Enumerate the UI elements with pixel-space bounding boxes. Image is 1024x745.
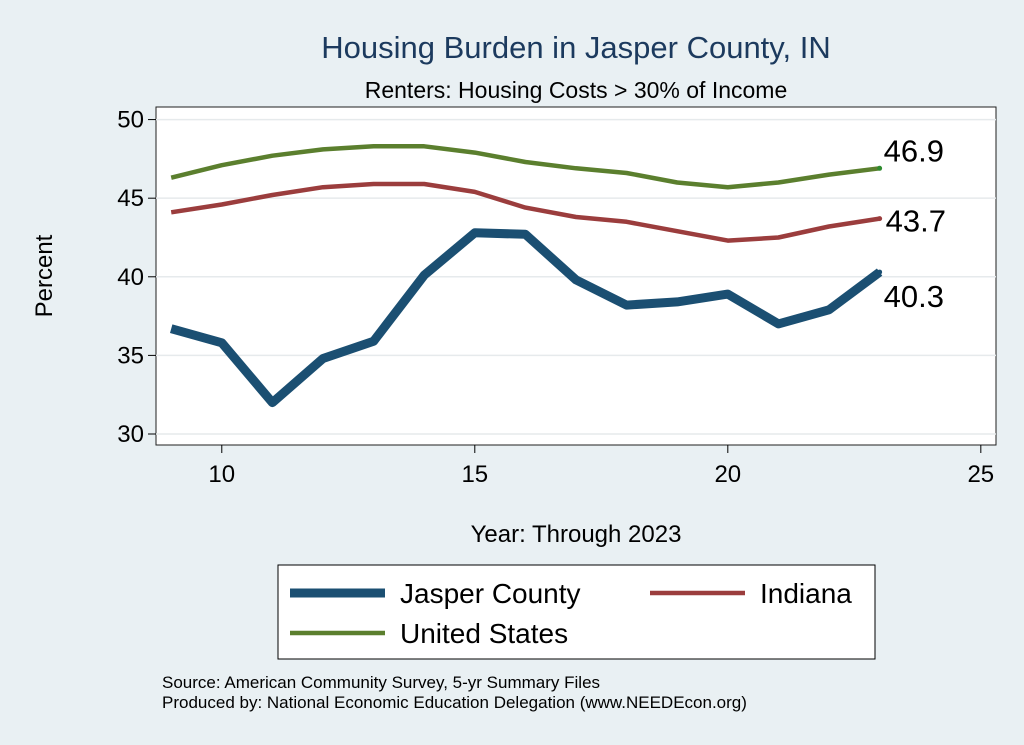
legend-label-jasper-county: Jasper County (400, 578, 581, 609)
end-point-indiana (877, 216, 883, 222)
x-tick-label-15: 15 (461, 461, 488, 488)
chart-subtitle: Renters: Housing Costs > 30% of Income (365, 77, 788, 103)
legend-label-united-states: United States (400, 618, 568, 649)
series-line-jasper-county (169, 228, 883, 408)
y-tick-label-45: 45 (117, 185, 144, 212)
x-tick-label-25: 25 (967, 461, 994, 488)
y-tick-label-35: 35 (117, 342, 144, 369)
series-line-indiana (170, 181, 880, 243)
end-point-jasper-county (877, 269, 883, 275)
end-label-jasper-county: 40.3 (884, 279, 944, 314)
y-tick-label-30: 30 (117, 421, 144, 448)
y-tick-label-50: 50 (117, 107, 144, 134)
chart-title: Housing Burden in Jasper County, IN (321, 30, 830, 65)
gridlines (156, 118, 996, 435)
legend-label-indiana: Indiana (760, 578, 852, 609)
end-label-united-states: 46.9 (884, 133, 944, 168)
series-lines (169, 144, 883, 408)
legend: Jasper County Indiana United States (277, 564, 876, 660)
axes: 30 35 40 45 50 10 15 20 25 (117, 107, 994, 488)
source-note: Source: American Community Survey, 5-yr … (162, 673, 600, 692)
end-label-indiana: 43.7 (886, 204, 946, 239)
producer-note: Produced by: National Economic Education… (162, 693, 747, 712)
series-line-united-states (170, 144, 880, 190)
y-tick-label-40: 40 (117, 264, 144, 291)
x-tick-label-20: 20 (714, 461, 741, 488)
x-tick-label-10: 10 (208, 461, 235, 488)
y-axis-label: Percent (31, 234, 58, 317)
end-labels: 40.3 43.7 46.9 (884, 133, 946, 314)
legend-box (277, 564, 876, 660)
x-axis-label: Year: Through 2023 (471, 521, 682, 548)
end-point-united-states (877, 165, 883, 171)
